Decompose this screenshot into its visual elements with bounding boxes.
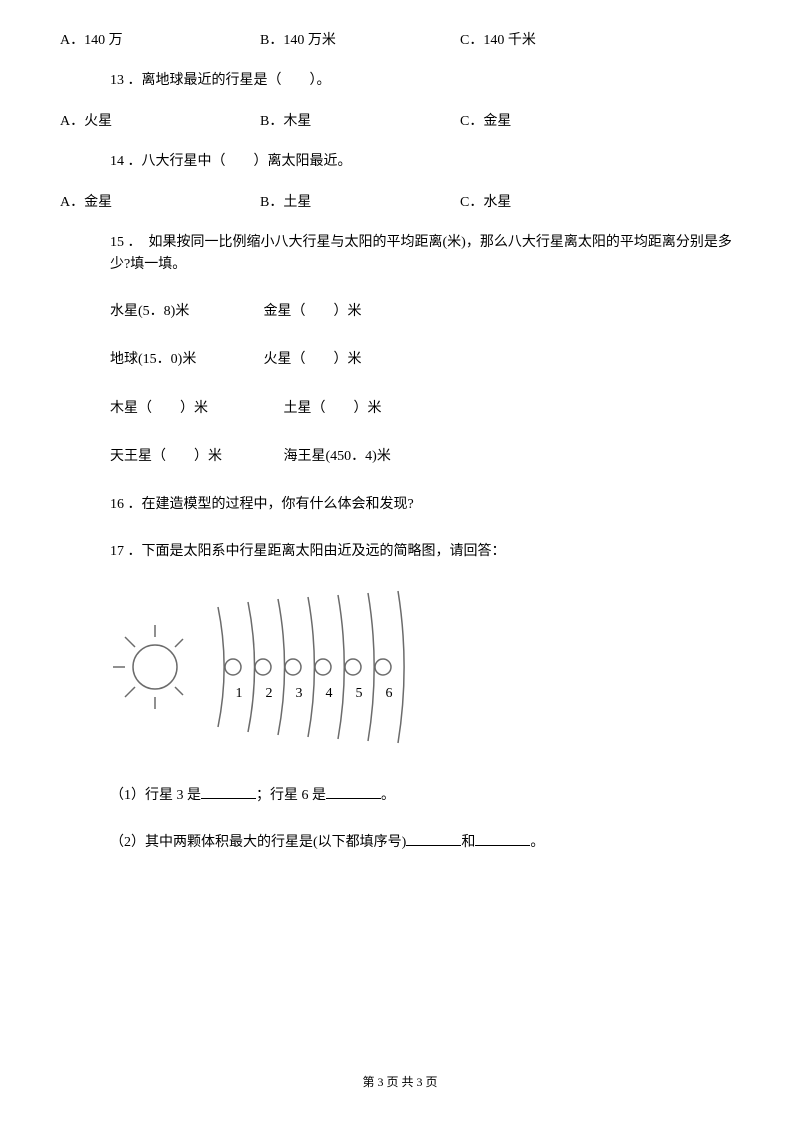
q13-opt-c: C．金星 <box>460 111 660 133</box>
label-3: 3 <box>296 686 303 701</box>
planet-1 <box>225 659 241 675</box>
planet-6 <box>375 659 391 675</box>
planet-3 <box>285 659 301 675</box>
solar-svg: 1 2 3 4 5 6 <box>110 587 430 747</box>
q15-venus: 金星（ ）米 <box>264 301 362 323</box>
q14-text: 14 ．八大行星中（ ）离太阳最近。 <box>60 151 740 173</box>
blank[interactable] <box>406 832 461 846</box>
q12-options: A．140 万 B．140 万米 C．140 千米 <box>60 30 740 52</box>
q12-opt-b: B．140 万米 <box>260 30 460 52</box>
q15-row1: 水星(5．8)米 金星（ ）米 <box>60 301 740 323</box>
q17-sub1: （1）行星 3 是 ；行星 6 是 。 <box>60 785 740 807</box>
q14-opt-a: A．金星 <box>60 192 260 214</box>
q13-opt-b: B．木星 <box>260 111 460 133</box>
q17-sub1c: 。 <box>381 788 395 803</box>
label-4: 4 <box>326 686 333 701</box>
q16-text: 16 ．在建造模型的过程中，你有什么体会和发现? <box>60 494 740 516</box>
q17-sub2b: 和 <box>461 835 475 850</box>
q15-row3: 木星（ ）米 土星（ ）米 <box>60 398 740 420</box>
q17-sub2: （2）其中两颗体积最大的行星是(以下都填序号) 和 。 <box>60 832 740 854</box>
q13-options: A．火星 B．木星 C．金星 <box>60 111 740 133</box>
page-footer: 第 3 页 共 3 页 <box>0 1073 800 1092</box>
q13-text: 13 ．离地球最近的行星是（ ）。 <box>60 70 740 92</box>
q14-options: A．金星 B．土星 C．水星 <box>60 192 740 214</box>
q17-sub2c: 。 <box>530 835 544 850</box>
q15-mars: 火星（ ）米 <box>264 349 362 371</box>
sun-icon <box>133 645 177 689</box>
label-2: 2 <box>266 686 273 701</box>
q15-uranus: 天王星（ ）米 <box>110 446 280 468</box>
q15-neptune: 海王星(450．4)米 <box>284 446 391 468</box>
q17-text: 17 ．下面是太阳系中行星距离太阳由近及远的简略图，请回答： <box>60 541 740 563</box>
planet-2 <box>255 659 271 675</box>
q17-sub1b: ；行星 6 是 <box>256 788 326 803</box>
q17-sub1a: （1）行星 3 是 <box>110 788 201 803</box>
q13-opt-a: A．火星 <box>60 111 260 133</box>
label-5: 5 <box>356 686 363 701</box>
label-1: 1 <box>236 686 243 701</box>
q15-text: 15 ． 如果按同一比例缩小八大行星与太阳的平均距离(米)，那么八大行星离太阳的… <box>60 232 740 277</box>
q15-row4: 天王星（ ）米 海王星(450．4)米 <box>60 446 740 468</box>
blank[interactable] <box>326 785 381 799</box>
q12-opt-a: A．140 万 <box>60 30 260 52</box>
planet-4 <box>315 659 331 675</box>
blank[interactable] <box>475 832 530 846</box>
blank[interactable] <box>201 785 256 799</box>
q15-mercury: 水星(5．8)米 <box>110 301 260 323</box>
q15-saturn: 土星（ ）米 <box>284 398 382 420</box>
planet-5 <box>345 659 361 675</box>
label-6: 6 <box>386 686 393 701</box>
q14-opt-c: C．水星 <box>460 192 660 214</box>
q14-opt-b: B．土星 <box>260 192 460 214</box>
q15-jupiter: 木星（ ）米 <box>110 398 280 420</box>
q12-opt-c: C．140 千米 <box>460 30 660 52</box>
q15-row2: 地球(15．0)米 火星（ ）米 <box>60 349 740 371</box>
solar-system-diagram: 1 2 3 4 5 6 <box>110 587 430 755</box>
q17-sub2a: （2）其中两颗体积最大的行星是(以下都填序号) <box>110 835 406 850</box>
q15-earth: 地球(15．0)米 <box>110 349 260 371</box>
